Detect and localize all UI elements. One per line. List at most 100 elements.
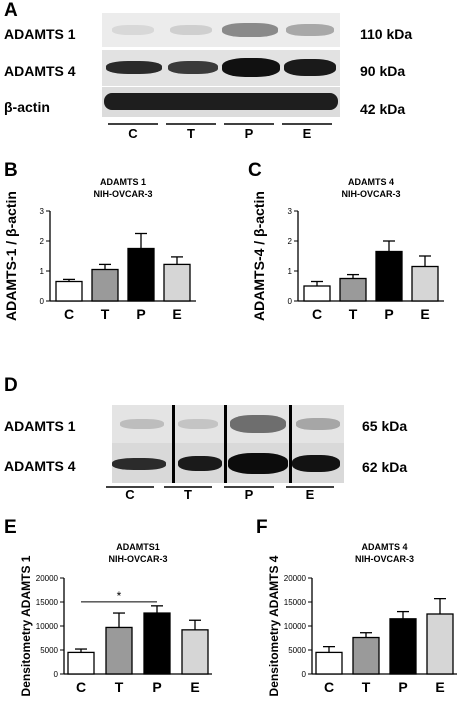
- y-tick-label: 5000: [288, 646, 306, 655]
- band: [296, 418, 340, 430]
- blot-a-kda-1: 110 kDa: [360, 26, 413, 42]
- chart-subtitle: NIH-OVCAR-3: [93, 189, 152, 199]
- panel-label-c: C: [248, 160, 262, 181]
- blot-d-row-label-1: ADAMTS 1: [4, 418, 76, 434]
- significance-star: *: [117, 589, 122, 603]
- blot-d-lane-c: C: [125, 487, 135, 502]
- band: [222, 23, 278, 37]
- y-tick-label: 10000: [36, 622, 59, 631]
- category-label: T: [362, 679, 371, 695]
- category-label: E: [420, 306, 429, 322]
- blot-a-kda-3: 42 kDa: [360, 101, 406, 117]
- chart-title: ADAMTS1: [116, 542, 160, 552]
- panel-label-b: B: [4, 160, 18, 181]
- blot-d-row-label-2: ADAMTS 4: [4, 458, 76, 474]
- blot-a-lane-t: T: [187, 126, 195, 141]
- bar: [315, 651, 343, 675]
- chart-f: ADAMTS 4 NIH-OVCAR-3 0 5000 10000 15000 20000D…: [267, 542, 457, 696]
- category-label: T: [349, 306, 358, 322]
- band: [112, 458, 166, 470]
- blot-d-kda-1: 65 kDa: [362, 418, 408, 434]
- y-tick-label: 1: [40, 267, 45, 276]
- y-tick-label: 2: [40, 237, 45, 246]
- panel-label-e: E: [4, 517, 17, 538]
- blot-a-lane-p: P: [244, 126, 254, 141]
- chart-title: ADAMTS 1: [100, 177, 146, 187]
- y-tick-label: 15000: [284, 598, 307, 607]
- category-label: E: [190, 679, 199, 695]
- blot-a-adamts1-strip: [102, 13, 340, 47]
- blot-a-kda-2: 90 kDa: [360, 63, 406, 79]
- panel-label-f: F: [256, 517, 268, 538]
- blot-a-lane-e: E: [302, 126, 312, 141]
- category-label: T: [115, 679, 124, 695]
- chart-title: ADAMTS 4: [361, 542, 407, 552]
- bar: [181, 629, 209, 675]
- band: [104, 93, 338, 110]
- blot-d-adamts4-strip: [112, 443, 344, 483]
- blot-d-lane-t: T: [184, 487, 192, 502]
- bar: [339, 277, 367, 302]
- y-tick-label: 0: [40, 297, 45, 306]
- category-label: T: [101, 306, 110, 322]
- category-label: C: [312, 306, 322, 322]
- band: [228, 453, 288, 474]
- category-label: P: [398, 679, 407, 695]
- bar: [67, 651, 95, 675]
- band: [170, 25, 212, 35]
- y-axis-label: Densitometry ADAMTS 4: [267, 555, 281, 696]
- lane-divider: [172, 405, 175, 443]
- lane-divider: [224, 443, 227, 483]
- band: [178, 419, 218, 429]
- y-tick-label: 5000: [40, 646, 58, 655]
- blot-a-row-label-1: ADAMTS 1: [4, 26, 76, 42]
- y-axis-label: ADAMTS-1 / β-actin: [3, 191, 19, 321]
- chart-title: ADAMTS 4: [348, 177, 394, 187]
- category-label: E: [435, 679, 444, 695]
- y-tick-label: 1: [288, 267, 293, 276]
- bar: [163, 263, 191, 302]
- blot-d-lane-lines: [106, 486, 334, 488]
- bar: [352, 636, 380, 675]
- bar: [105, 626, 133, 675]
- bar: [375, 250, 403, 302]
- blot-d-kda-2: 62 kDa: [362, 459, 408, 475]
- chart-subtitle: NIH-OVCAR-3: [341, 189, 400, 199]
- y-tick-label: 10000: [284, 622, 307, 631]
- lane-divider: [224, 405, 227, 443]
- blot-a-row-label-2: ADAMTS 4: [4, 63, 76, 79]
- blot-a-adamts4-strip: [102, 50, 340, 86]
- bar: [55, 280, 83, 302]
- y-tick-label: 15000: [36, 598, 59, 607]
- chart-e: ADAMTS1 NIH-OVCAR-3 0 5000 10000 15000 20000De…: [19, 542, 212, 696]
- chart-c: ADAMTS 4 NIH-OVCAR-3 0 1 2 3 ADAMTS-4 / β-acti…: [251, 177, 444, 322]
- y-tick-label: 0: [302, 670, 307, 679]
- bar: [143, 612, 171, 675]
- bar: [127, 247, 155, 302]
- blot-d-lane-p: P: [244, 487, 254, 502]
- chart-subtitle: NIH-OVCAR-3: [355, 554, 414, 564]
- bar: [411, 265, 439, 302]
- blot-d-adamts1-strip: [112, 405, 344, 443]
- bar: [91, 268, 119, 302]
- y-tick-label: 3: [40, 207, 45, 216]
- band: [168, 61, 218, 74]
- blot-a-lane-lines: [108, 123, 332, 125]
- band: [112, 25, 154, 35]
- y-tick-label: 0: [54, 670, 59, 679]
- lane-divider: [289, 443, 292, 483]
- category-label: P: [136, 306, 145, 322]
- blot-a-actin-strip: [102, 87, 340, 117]
- band: [230, 415, 286, 433]
- lane-divider: [172, 443, 175, 483]
- bar: [303, 285, 331, 302]
- panel-label-d: D: [4, 375, 18, 396]
- y-tick-label: 0: [288, 297, 293, 306]
- category-label: P: [152, 679, 161, 695]
- band: [284, 59, 336, 76]
- bar: [389, 618, 417, 675]
- chart-subtitle: NIH-OVCAR-3: [108, 554, 167, 564]
- band: [286, 24, 334, 36]
- chart-b: ADAMTS 1 NIH-OVCAR-3 0 1 2 3 ADAMTS-1 / β-acti…: [3, 177, 196, 322]
- band: [106, 61, 162, 74]
